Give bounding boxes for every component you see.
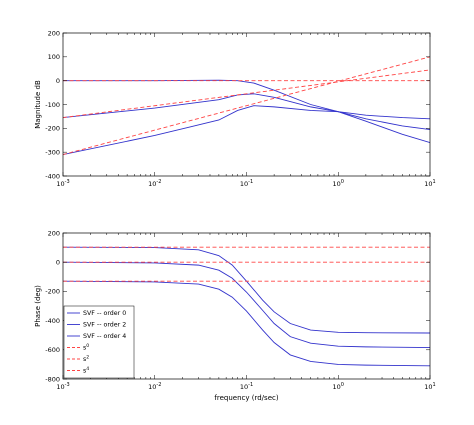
x-tick-label: 10-3 xyxy=(56,179,69,188)
y-tick-label: -800 xyxy=(45,375,60,383)
x-tick-label: 10-3 xyxy=(56,382,69,391)
series-group xyxy=(63,56,430,155)
y-tick-label: 0 xyxy=(56,259,60,267)
legend: SVF -- order 0 SVF -- order 2 SVF -- order… xyxy=(63,305,135,379)
legend-box xyxy=(63,305,135,379)
x-tick-label: 10-1 xyxy=(240,382,253,391)
axes-panel-1: 10-3 10-2 10-1 100 101 200 100 0 -100 -200 -300 -40… xyxy=(34,29,436,188)
axes-panel-2: 10-3 10-2 10-1 100 101 200 0 -200 -400 -600 -800 Ph… xyxy=(34,229,436,402)
y-tick-label: -300 xyxy=(45,148,60,156)
x-tick-label: 10-2 xyxy=(148,382,161,391)
series-line-2 xyxy=(63,261,430,349)
series-group xyxy=(63,246,430,367)
y-tick-label: 0 xyxy=(56,77,60,85)
x-tick-label: 101 xyxy=(424,382,435,391)
x-tick-label: 100 xyxy=(333,382,344,391)
series-line-5 xyxy=(63,69,430,119)
y-tick-label: 200 xyxy=(48,229,60,237)
legend-entry-3: SVF -- order 4 xyxy=(83,333,126,340)
y-tick-label: -100 xyxy=(45,101,60,109)
y-tick-label: 100 xyxy=(48,53,60,61)
series-line-2 xyxy=(63,93,430,130)
series-line-1 xyxy=(63,79,430,120)
y-axis-label: Magnitude dB xyxy=(34,80,42,129)
legend-entry-1: SVF -- order 0 xyxy=(83,310,126,317)
series-line-1 xyxy=(63,246,430,334)
x-axis-label: frequency (rd/sec) xyxy=(214,394,278,402)
x-tick-label: 10-2 xyxy=(148,179,161,188)
series-line-3 xyxy=(63,280,430,367)
y-axis-label: Phase (deg) xyxy=(34,285,42,327)
x-tick-label: 100 xyxy=(333,179,344,188)
x-tick-label: 101 xyxy=(424,179,435,188)
y-tick-label: -400 xyxy=(45,317,60,325)
y-tick-label: -200 xyxy=(45,288,60,296)
x-tick-label: 10-1 xyxy=(240,179,253,188)
y-tick-label: -400 xyxy=(45,172,60,180)
series-line-3 xyxy=(63,105,430,155)
y-tick-label: 200 xyxy=(48,29,60,37)
legend-entry-2: SVF -- order 2 xyxy=(83,322,126,329)
series-line-6 xyxy=(63,56,430,155)
legend-entry-5: s2 xyxy=(83,355,89,364)
legend-entry-4: s0 xyxy=(83,343,89,352)
axes-frame xyxy=(62,32,431,177)
legend-entry-6: s4 xyxy=(83,366,89,375)
y-tick-label: -600 xyxy=(45,346,60,354)
y-tick-label: -200 xyxy=(45,125,60,133)
